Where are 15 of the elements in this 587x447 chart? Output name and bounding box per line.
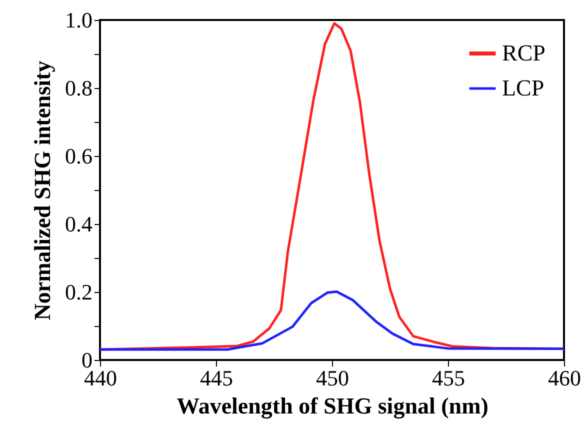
x-tick-label: 445 — [200, 366, 233, 390]
line-series — [100, 290, 564, 351]
y-tick-label: 0.2 — [65, 280, 92, 304]
x-axis-title: Wavelength of SHG signal (nm) — [176, 394, 488, 420]
y-tick-label: 0.4 — [65, 212, 92, 236]
y-tick-label: 0 — [82, 348, 92, 372]
legend-label: RCP — [502, 40, 546, 66]
x-tick-label: 455 — [432, 366, 465, 390]
x-tick-label: 450 — [316, 366, 349, 390]
y-tick-label: 0.8 — [65, 76, 92, 100]
y-tick-label: 0.6 — [65, 144, 92, 168]
legend-label: LCP — [502, 76, 544, 100]
y-tick-label: 1.0 — [65, 8, 92, 32]
x-tick-label: 460 — [548, 366, 581, 390]
y-axis-title: Normalized SHG intensity — [30, 60, 55, 320]
